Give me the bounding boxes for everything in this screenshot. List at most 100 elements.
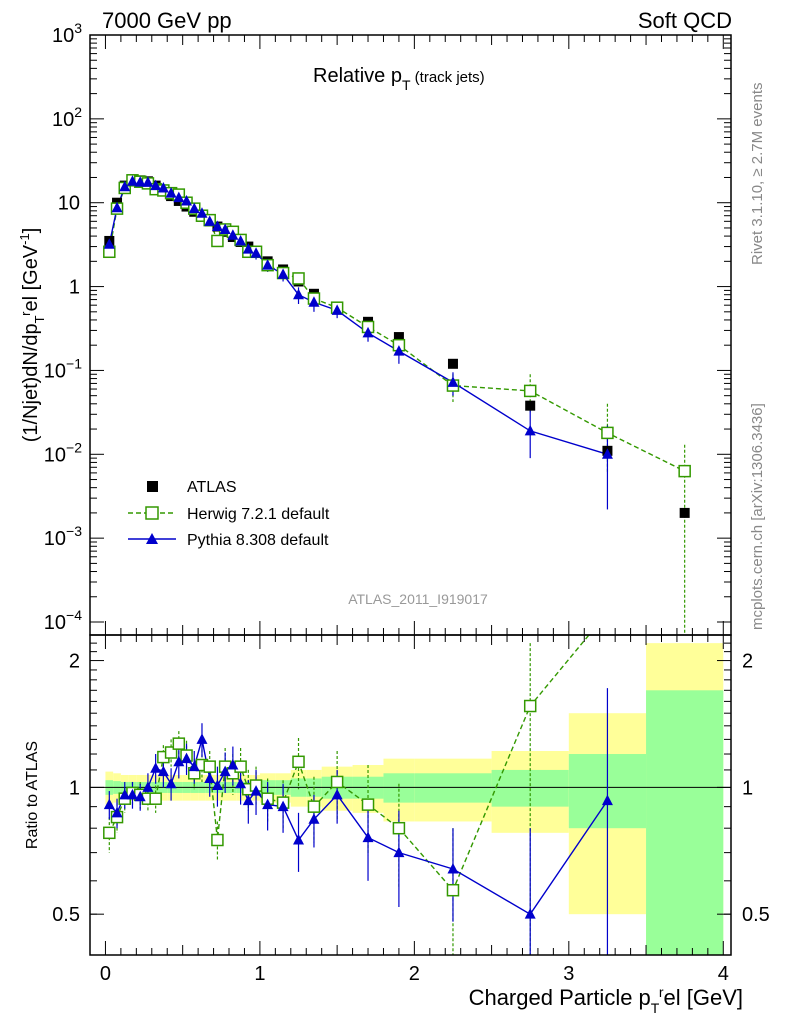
herwig-data-point [211,234,224,248]
ratio-pythia-point [235,777,247,789]
pythia-data-point [126,175,138,186]
pythia-data-point [211,220,223,232]
pythia-data-point [111,201,123,213]
ratio-herwig-point [307,800,321,813]
legend-herwig-marker [145,506,159,520]
pythia-data-point [103,238,115,249]
ratio-y-tick-label-right: 2 [742,651,753,673]
ratio-herwig-point [361,798,375,811]
main-title: Relative pT (track jets) [313,65,485,93]
ratio-y-tick-label: 2 [69,651,80,673]
pythia-data-point [119,180,131,192]
pythia-data-point [142,176,154,187]
main-y-tick-exp: −2 [66,439,82,455]
pythia-data-point [393,345,405,356]
ratio-herwig-point [392,821,406,835]
ratio-pythia-point [601,794,613,806]
ratio-pythia-point [362,831,374,843]
ratio-x-tick-label: 1 [254,963,265,985]
ratio-pythia-point [250,785,262,796]
pythia-data-point [447,376,459,387]
side-rivet-label: Rivet 3.1.10, ≥ 2.7M events [749,83,766,266]
main-y-tick-base: 10 [52,25,74,47]
ratio-herwig-point [211,833,224,847]
herwig-series-line [108,179,685,472]
ratio-pythia-point [242,794,254,806]
ratio-panel: 0.5 0.5 1 1 2 2 0 1 2 3 4 Ratio to ATLAS Charged P… [24,634,770,1016]
ratio-y-axis-label: Ratio to ATLAS [24,741,41,849]
pythia-data-point [524,424,536,436]
ratio-pythia-point [103,798,115,810]
main-ylabel-end: ] [20,228,42,234]
pythia-data-point [250,247,262,258]
pythia-data-point [134,176,146,187]
ratio-y-tick-label: 1 [69,777,80,799]
ratio-pythia-point [165,777,177,789]
main-ylabel-text: (1/Njet)dN/dp [20,323,42,442]
ratio-frame [89,634,732,956]
main-title-suffix: (track jets) [411,69,485,86]
pythia-data-point [242,243,254,254]
xlabel-sup: r [659,984,664,1000]
ratio-pythia-point [142,781,154,792]
atlas-data-point [525,400,536,411]
main-y-tick-label: 102 [52,104,82,131]
pythia-data-point [277,268,289,279]
pythia-data-point [362,326,374,338]
ratio-herwig-point [523,699,537,713]
ratio-pythia-point [196,733,208,744]
xlabel-sub: T [651,1000,660,1016]
pythia-data-point [173,191,185,203]
pythia-series-line [108,180,608,455]
herwig-data-point [523,384,537,398]
pythia-data-point [308,296,320,307]
main-y-axis-label: (1/Njet)dN/dpTrel [GeV-1] [17,228,47,443]
atlas-data-point [393,332,404,343]
ratio-pythia-point [204,772,216,783]
main-ylabel-sub: T [32,315,47,323]
pythia-data-point [181,194,193,206]
main-y-tick-label: 10−3 [44,523,82,550]
ratio-herwig-point [172,737,186,750]
main-y-tick-exp: −1 [66,355,82,371]
ratio-herwig-point [292,755,305,769]
legend-atlas-marker [147,481,158,492]
main-y-tick-base: 10 [44,444,66,466]
pythia-data-point [219,223,231,234]
main-y-tick-label: 10−1 [44,355,82,382]
herwig-data-point [601,426,614,440]
header-energy-label: 7000 GeV pp [102,8,232,33]
main-title-sub: T [402,77,411,93]
ratio-series-group [103,635,613,955]
ratio-pythia-point [262,798,274,810]
pythia-data-point [293,288,305,300]
main-ylabel-sup2: -1 [17,233,32,245]
main-y-tick-label: 10 [58,193,80,215]
pythia-data-point [227,229,239,240]
atlas-data-point [447,358,458,369]
side-mcplots-label: mcplots.cern.ch [arXiv:1306.3436] [749,403,766,630]
ratio-pythia-point [211,779,223,791]
ratio-herwig-point [103,826,116,840]
ratio-pythia-point [173,755,185,767]
main-watermark: ATLAS_2011_I919017 [348,591,488,607]
ratio-pythia-point [126,788,138,800]
herwig-data-point [678,464,691,478]
main-ylabel-suffix: el [GeV [20,244,42,311]
main-y-tick-label: 103 [52,20,82,47]
pythia-data-point [188,202,200,214]
ratio-x-tick-label: 4 [718,963,729,985]
x-axis-label: Charged Particle pTrel [GeV] [469,984,743,1016]
ratio-inner-band [414,773,492,803]
main-y-tick-label: 10−2 [44,439,82,466]
xlabel-text: Charged Particle p [469,985,651,1010]
ratio-inner-band [646,690,724,955]
ratio-pythia-point [150,762,162,773]
pythia-data-point [262,259,274,270]
ratio-herwig-point [330,775,344,789]
ratio-pythia-point [134,790,146,802]
legend-pythia-marker [146,533,158,544]
header-category-label: Soft QCD [638,8,732,33]
